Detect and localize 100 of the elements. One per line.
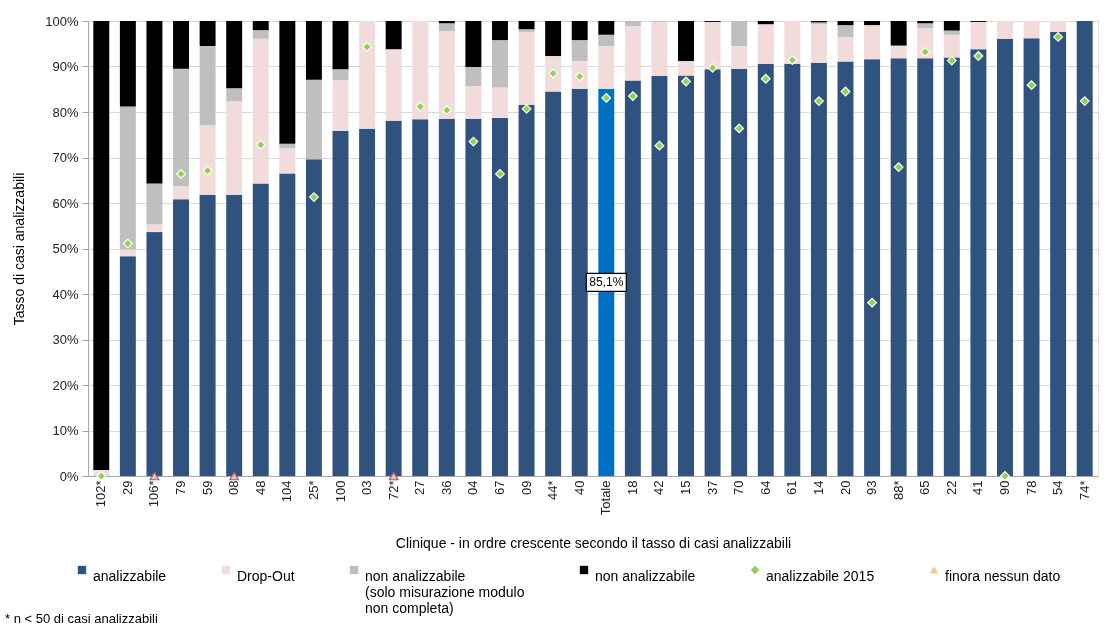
bar — [305, 79, 322, 160]
point — [1000, 471, 1010, 481]
y-axis-title: Tasso di casi analizzabili — [11, 172, 28, 326]
x-tick-label: 79 — [173, 480, 189, 495]
point — [468, 136, 479, 147]
bar — [943, 21, 960, 31]
bar — [678, 75, 694, 476]
bar — [598, 21, 615, 35]
x-tick-label: 54 — [1050, 480, 1066, 495]
bar — [226, 21, 243, 89]
point — [787, 55, 798, 66]
bar — [146, 183, 163, 225]
bar — [385, 49, 402, 121]
point — [202, 165, 213, 176]
bar — [438, 23, 455, 32]
bar — [837, 36, 854, 62]
bar — [757, 21, 774, 25]
bar — [385, 120, 402, 476]
legend-label: non analizzabile (solo misurazione modulo non completa) — [365, 568, 525, 616]
bar — [173, 21, 189, 69]
bar — [731, 68, 748, 476]
point — [946, 55, 957, 66]
bar — [917, 58, 934, 476]
x-tick-label: 74* — [1076, 480, 1092, 501]
bar — [385, 21, 402, 50]
point — [415, 101, 426, 112]
point — [308, 192, 319, 203]
x-tick-label: 67 — [491, 480, 507, 495]
bar — [545, 56, 562, 92]
x-tick-label: 48 — [252, 480, 268, 495]
bar — [624, 26, 641, 81]
point — [122, 238, 133, 249]
bar — [571, 40, 588, 62]
point — [176, 168, 186, 179]
bar — [518, 104, 535, 476]
bar — [731, 21, 748, 47]
x-tick-label: 14 — [810, 480, 826, 495]
point — [707, 62, 718, 73]
bar — [465, 86, 482, 119]
y-tick-label: 50% — [52, 241, 79, 256]
bar — [571, 21, 588, 41]
bar — [704, 69, 721, 476]
y-tick-label: 90% — [52, 59, 79, 74]
bar — [252, 183, 269, 476]
point — [681, 76, 691, 87]
bar — [199, 125, 216, 195]
point — [734, 123, 745, 134]
x-tick-label: 20 — [837, 480, 853, 495]
point — [1026, 80, 1037, 91]
bar — [93, 21, 110, 471]
bar — [332, 69, 349, 81]
bar — [943, 57, 960, 476]
bar — [917, 23, 934, 29]
bar — [412, 119, 429, 476]
point — [149, 471, 160, 481]
x-tick-label: 41 — [970, 480, 986, 495]
bar — [199, 194, 216, 476]
bar — [864, 25, 881, 60]
point — [495, 168, 505, 179]
bar — [412, 21, 429, 120]
bar — [837, 21, 854, 26]
bar — [997, 21, 1013, 39]
bar — [890, 58, 907, 476]
bar — [226, 101, 243, 195]
bar — [465, 66, 482, 87]
bar — [598, 34, 615, 47]
bar — [332, 80, 349, 132]
bar — [305, 159, 322, 476]
point — [840, 86, 851, 97]
bar — [864, 21, 881, 26]
x-tick-label: 04 — [465, 480, 481, 495]
bar — [359, 21, 376, 129]
point — [96, 471, 107, 481]
bar — [226, 88, 243, 102]
bar — [226, 194, 243, 476]
bar — [492, 40, 508, 88]
bar — [518, 31, 535, 105]
bar — [332, 131, 349, 476]
bar — [1023, 38, 1040, 476]
x-tick-label: 22 — [943, 480, 959, 495]
legend-label: non analizzabile — [595, 568, 696, 584]
point — [255, 139, 266, 150]
bar — [252, 21, 269, 31]
bar — [252, 30, 269, 39]
x-tick-label: 37 — [704, 480, 720, 495]
bar — [1050, 21, 1067, 32]
x-tick-label: 65 — [917, 480, 933, 495]
bar — [146, 21, 163, 184]
point — [362, 42, 373, 52]
x-tick-label: 36 — [438, 480, 454, 495]
bar — [465, 118, 482, 476]
bar — [757, 24, 774, 64]
bar — [492, 117, 508, 476]
y-tick-label: 100% — [45, 13, 79, 29]
x-tick-label: 44* — [545, 480, 561, 501]
bar — [438, 118, 455, 476]
bar — [518, 29, 535, 32]
bar — [518, 21, 535, 30]
bar — [890, 45, 907, 59]
bar — [305, 21, 322, 80]
